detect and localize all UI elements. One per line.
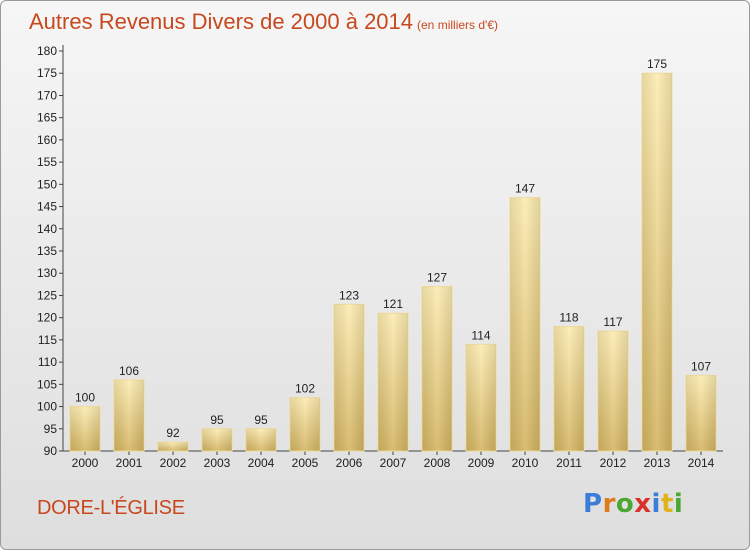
bar-shade-2008 <box>422 286 452 451</box>
logo-letter: r <box>602 489 616 519</box>
y-tick-label: 90 <box>44 444 58 458</box>
y-tick-label: 165 <box>37 111 57 125</box>
y-tick-label: 120 <box>37 311 57 325</box>
y-tick-label: 180 <box>37 44 57 58</box>
data-label: 92 <box>166 426 180 440</box>
y-tick-label: 130 <box>37 266 57 280</box>
proxiti-logo: Proxiti <box>583 489 683 519</box>
y-tick-label: 145 <box>37 200 57 214</box>
bar-shade-2001 <box>114 379 144 451</box>
chart-title-text: Autres Revenus Divers de 2000 à 2014 <box>29 9 414 34</box>
bar-shade-2000 <box>70 406 100 451</box>
bar-shade-2002 <box>158 442 188 451</box>
x-tick-label: 2008 <box>424 456 451 470</box>
chart-subtitle: (en milliers d'€) <box>417 18 498 32</box>
bar-shade-2011 <box>554 326 584 451</box>
x-tick-label: 2010 <box>512 456 539 470</box>
data-label: 118 <box>559 311 578 325</box>
bar-shade-2009 <box>466 344 496 451</box>
y-tick-label: 125 <box>37 288 57 302</box>
x-tick-label: 2004 <box>248 456 275 470</box>
data-label: 95 <box>210 413 224 427</box>
data-label: 107 <box>691 359 711 373</box>
x-tick-label: 2002 <box>160 456 187 470</box>
logo-letter: P <box>583 489 603 519</box>
data-label: 117 <box>603 315 622 329</box>
data-label: 121 <box>383 297 403 311</box>
bar-shade-2013 <box>642 73 672 451</box>
x-tick-label: 2014 <box>688 456 715 470</box>
data-label: 100 <box>75 391 95 405</box>
y-tick-label: 170 <box>37 88 57 102</box>
bar-shade-2005 <box>290 397 320 451</box>
logo-letter: i <box>651 489 661 519</box>
x-tick-label: 2006 <box>336 456 363 470</box>
y-tick-label: 155 <box>37 155 57 169</box>
data-label: 106 <box>119 364 139 378</box>
x-tick-label: 2007 <box>380 456 407 470</box>
bar-shade-2010 <box>510 197 540 451</box>
chart-axes: 90 95 100 105 110 115 120 125 130 135 140 145 150 155… <box>37 44 723 470</box>
x-tick-label: 2001 <box>116 456 143 470</box>
data-label: 127 <box>427 271 447 285</box>
x-tick-label: 2009 <box>468 456 495 470</box>
logo-letter: t <box>660 489 674 519</box>
data-label: 95 <box>254 413 268 427</box>
data-label: 102 <box>295 382 315 396</box>
chart-title: Autres Revenus Divers de 2000 à 2014 (en … <box>29 9 498 35</box>
bar-shade-2014 <box>686 375 716 451</box>
x-tick-label: 2005 <box>292 456 319 470</box>
x-tick-label: 2011 <box>556 456 582 470</box>
y-tick-label: 150 <box>37 177 57 191</box>
data-label: 175 <box>647 57 667 71</box>
bar-shade-2006 <box>334 304 364 451</box>
chart-data-labels: 100 106 92 95 95 102 123 121 127 114 147 118 117 175 1… <box>75 57 711 440</box>
y-tick-label: 100 <box>37 400 57 414</box>
logo-letter: o <box>615 489 635 519</box>
logo-letter: i <box>673 489 684 519</box>
data-label: 123 <box>339 288 359 302</box>
bar-shade-2012 <box>598 331 628 451</box>
y-tick-label: 160 <box>37 133 57 147</box>
bar-shade-2004 <box>246 428 276 451</box>
place-name: DORE-L'ÉGLISE <box>37 497 185 519</box>
x-tick-label: 2003 <box>204 456 231 470</box>
y-tick-label: 140 <box>37 222 57 236</box>
y-tick-label: 110 <box>38 355 57 369</box>
y-tick-label: 95 <box>44 422 58 436</box>
y-tick-label: 115 <box>38 333 57 347</box>
data-label: 114 <box>471 328 490 342</box>
bar-shade-2007 <box>378 313 408 451</box>
chart-bars <box>69 72 717 452</box>
y-tick-label: 105 <box>37 377 57 391</box>
x-tick-label: 2013 <box>644 456 671 470</box>
logo-letter: x <box>634 489 652 519</box>
bar-shade-2003 <box>202 428 232 451</box>
x-tick-label: 2000 <box>72 456 99 470</box>
y-tick-label: 135 <box>37 244 57 258</box>
y-tick-label: 175 <box>37 66 57 80</box>
data-label: 147 <box>515 182 535 196</box>
x-tick-label: 2012 <box>600 456 627 470</box>
